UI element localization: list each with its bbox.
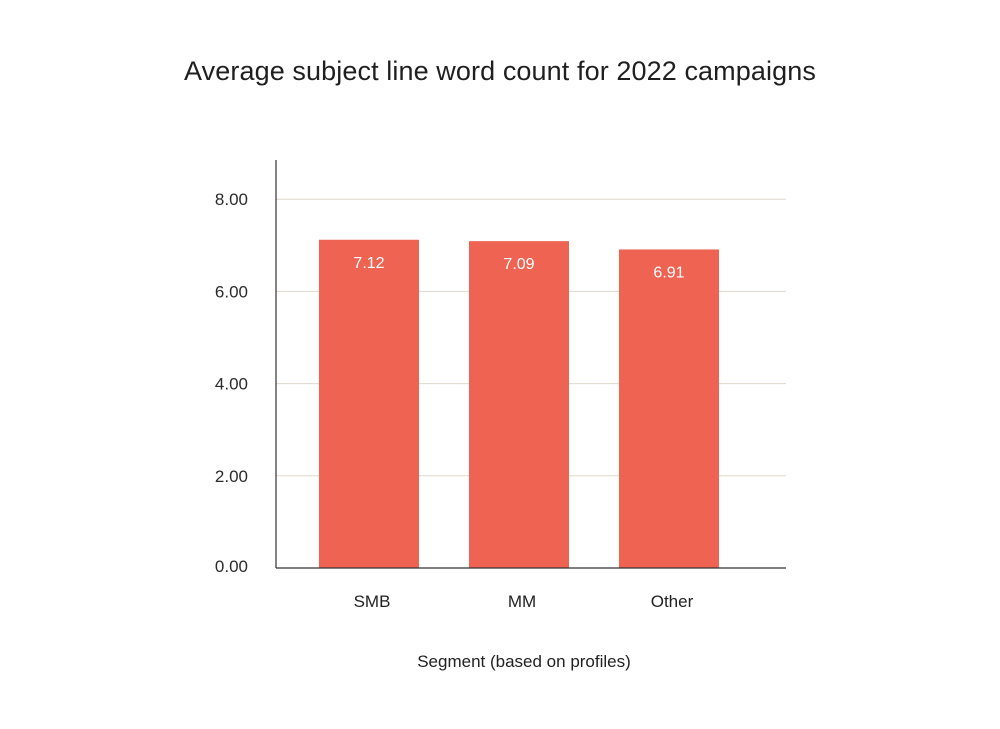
- y-tick-label: 0.00: [215, 557, 248, 576]
- bar-smb: [319, 239, 419, 568]
- y-tick-label: 8.00: [215, 190, 248, 209]
- y-tick-label: 2.00: [215, 467, 248, 486]
- data-label: 6.91: [653, 264, 684, 281]
- axes: [275, 160, 786, 569]
- data-label: 7.09: [503, 256, 534, 273]
- x-axis-title: Segment (based on profiles): [417, 652, 631, 671]
- bar-mm: [469, 241, 569, 568]
- x-tick-label: Other: [651, 592, 694, 611]
- bars: [319, 239, 719, 568]
- x-tick-label: SMB: [354, 592, 391, 611]
- chart-title: Average subject line word count for 2022…: [184, 56, 816, 86]
- x-tick-label: MM: [508, 592, 536, 611]
- labels: 0.00 2.00 4.00 6.00 8.00 7.12 SMB 7.09 MM 6.91 Oth…: [215, 190, 694, 611]
- data-label: 7.12: [353, 255, 384, 272]
- bar-other: [619, 249, 719, 568]
- y-tick-label: 4.00: [215, 375, 248, 394]
- y-tick-label: 6.00: [215, 282, 248, 301]
